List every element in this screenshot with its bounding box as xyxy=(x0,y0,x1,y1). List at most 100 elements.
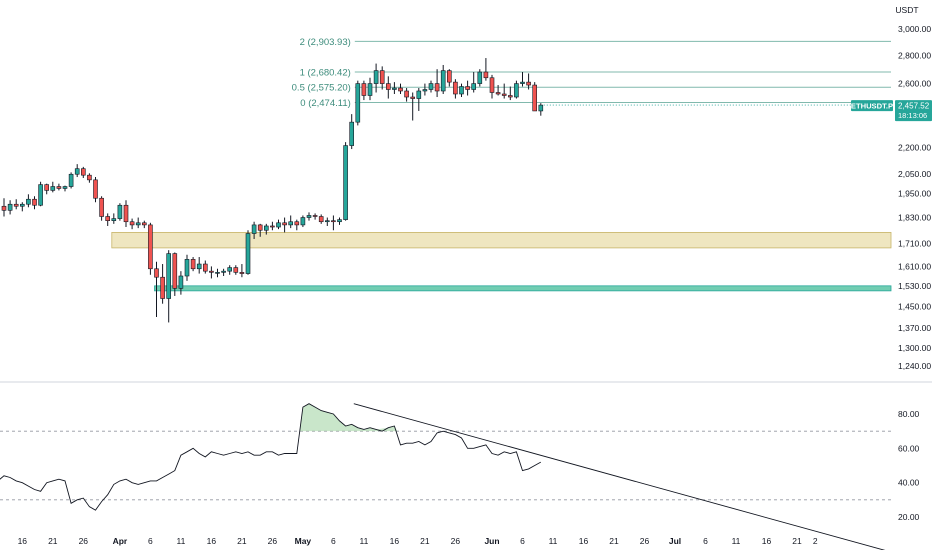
price-tick-label: 1,370.00 xyxy=(898,323,931,333)
countdown-value: 18:13:06 xyxy=(898,111,927,120)
candle-body xyxy=(62,186,68,189)
candle-body xyxy=(410,96,416,99)
time-tick-label: 21 xyxy=(48,536,58,546)
candle xyxy=(520,72,525,87)
candle xyxy=(312,213,318,220)
candle-body xyxy=(215,272,220,274)
candle-body xyxy=(294,221,300,226)
candle-body xyxy=(532,84,538,112)
candle xyxy=(245,230,251,275)
candle xyxy=(233,265,239,275)
rsi-overbought-fill xyxy=(299,403,398,432)
fib-label-0: 0 (2,474.11) xyxy=(300,98,351,109)
candle xyxy=(276,219,281,230)
candle-body xyxy=(190,259,196,270)
candle xyxy=(142,220,147,229)
candle xyxy=(99,196,104,221)
candle xyxy=(434,69,440,98)
candle xyxy=(111,213,117,224)
candle-body xyxy=(282,222,287,226)
candle-body xyxy=(203,263,208,272)
candle-body xyxy=(172,253,178,289)
candle-body xyxy=(526,81,531,86)
candle-body xyxy=(129,221,135,226)
candle xyxy=(239,264,245,278)
time-tick-label: 16 xyxy=(762,536,772,546)
price-tick-label: 1,950.00 xyxy=(898,188,931,198)
candle xyxy=(318,214,324,224)
candle-body xyxy=(337,219,342,223)
zones-layer xyxy=(111,232,892,292)
candle-body xyxy=(32,198,37,206)
candle xyxy=(215,268,220,278)
candle-body xyxy=(507,95,513,98)
rsi-line xyxy=(0,403,542,511)
candle xyxy=(465,80,470,96)
candle xyxy=(489,74,495,99)
candle-body xyxy=(459,86,464,95)
candle xyxy=(19,202,25,212)
price-tick-label: 1,830.00 xyxy=(898,213,931,223)
price-tick-label: 1,710.00 xyxy=(898,238,931,248)
candle-body xyxy=(117,204,123,219)
time-tick-label: 2 xyxy=(813,536,818,546)
candle-body xyxy=(514,83,519,98)
price-tick-label: 1,450.00 xyxy=(898,301,931,311)
candle xyxy=(379,66,385,90)
candle-body xyxy=(123,204,129,223)
candle xyxy=(50,181,56,193)
rsi-tick-label: 80.00 xyxy=(898,409,920,419)
candle xyxy=(221,268,226,276)
candle-body xyxy=(495,92,501,95)
time-tick-label: 6 xyxy=(520,536,525,546)
candle xyxy=(154,261,159,317)
supply-demand-zone xyxy=(111,232,892,249)
candle-body xyxy=(178,275,184,289)
currency-label: USDT xyxy=(895,5,918,15)
candle xyxy=(422,83,428,96)
candle-body xyxy=(440,70,446,92)
candle xyxy=(355,80,361,126)
rsi-pane xyxy=(0,403,892,553)
candle xyxy=(324,217,330,226)
candle-body xyxy=(99,197,104,217)
candle-body xyxy=(270,225,275,228)
candle-body xyxy=(245,233,251,274)
candle-body xyxy=(349,121,355,146)
candle xyxy=(367,77,373,101)
candle xyxy=(172,252,178,296)
candle-body xyxy=(428,83,434,90)
axes-layer: USDT3,000.002,800.002,600.002,400.002,20… xyxy=(0,5,932,546)
candle xyxy=(190,257,196,272)
candle xyxy=(477,69,483,87)
candle-body xyxy=(227,267,232,272)
candle xyxy=(526,73,531,90)
candle-body xyxy=(501,93,507,96)
candle-body xyxy=(166,253,171,299)
candle-body xyxy=(87,174,92,181)
candle xyxy=(398,83,403,94)
time-tick-label: 11 xyxy=(549,536,558,546)
candle xyxy=(538,103,544,116)
candle-body xyxy=(306,215,312,218)
candle xyxy=(62,185,68,192)
candle-body xyxy=(318,216,324,223)
candle xyxy=(129,218,135,230)
candle xyxy=(87,173,92,183)
candle xyxy=(270,221,275,231)
candle-body xyxy=(446,70,452,83)
candle-body xyxy=(453,81,458,95)
candle-body xyxy=(93,179,98,199)
candle-body xyxy=(68,173,74,187)
candle xyxy=(13,199,19,210)
candle-body xyxy=(257,224,263,231)
candle-body xyxy=(38,184,43,206)
candle-body xyxy=(7,203,13,211)
candle-body xyxy=(392,87,397,90)
candle-body xyxy=(465,86,470,90)
candle-body xyxy=(416,90,422,99)
candle-body xyxy=(379,70,385,84)
candle-body xyxy=(13,203,19,207)
